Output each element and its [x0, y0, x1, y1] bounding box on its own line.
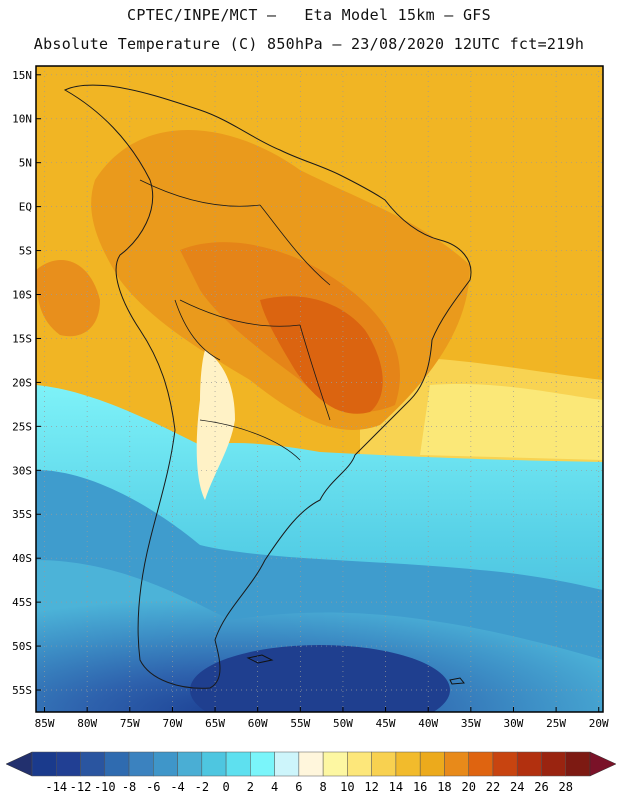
pacific-warm-tongue — [36, 260, 100, 337]
colorbar-max-arrow — [589, 751, 617, 777]
lat-tick-label: 45S — [12, 596, 32, 609]
colorbar-swatch — [516, 751, 542, 777]
colorbar-swatch — [492, 751, 518, 777]
lat-tick-label: 20S — [12, 376, 32, 389]
lon-tick-label: 20W — [589, 717, 609, 730]
colorbar-swatch — [201, 751, 227, 777]
lon-tick-label: 85W — [35, 717, 55, 730]
lon-tick-label: 45W — [376, 717, 396, 730]
colorbar-label: -14 — [45, 780, 67, 794]
colorbar-min-arrow — [5, 751, 33, 777]
lon-tick-label: 30W — [504, 717, 524, 730]
lon-tick-label: 50W — [333, 717, 353, 730]
pale-yellow-belt — [420, 383, 603, 460]
colorbar-swatch — [56, 751, 81, 777]
latitude-axis: 15N 10N 5N EQ 5S 10S 15S 20S 25S 30S 35S 40S 45S 50S 5… — [12, 69, 41, 697]
lat-tick-label: 5N — [19, 157, 32, 170]
colorbar-swatch — [468, 751, 494, 777]
colorbar-swatch — [274, 751, 300, 777]
colorbar-swatch — [541, 751, 566, 777]
colorbar-label: 10 — [340, 780, 354, 794]
colorbar-swatch — [347, 751, 372, 777]
colorbar-label: 6 — [295, 780, 302, 794]
lon-tick-label: 55W — [290, 717, 310, 730]
colorbar: -14 -12 -10 -8 -6 -4 -2 0 2 4 6 8 10 12 14 16 18 20 22 24 26… — [5, 751, 617, 794]
colorbar-label: 20 — [461, 780, 475, 794]
colorbar-swatch — [298, 751, 324, 777]
colorbar-swatch — [177, 751, 203, 777]
colorbar-swatch — [104, 751, 130, 777]
colorbar-label: 18 — [437, 780, 451, 794]
colorbar-swatch — [322, 751, 348, 777]
lat-tick-label: 10S — [12, 289, 32, 302]
lon-tick-label: 60W — [248, 717, 268, 730]
lon-tick-label: 65W — [205, 717, 225, 730]
colorbar-label: 16 — [413, 780, 427, 794]
lat-tick-label: 15S — [12, 332, 32, 345]
colorbar-label: -10 — [94, 780, 116, 794]
lon-tick-label: 70W — [162, 717, 182, 730]
very-cold-region — [36, 560, 603, 712]
lat-tick-label: 25S — [12, 420, 32, 433]
colorbar-swatch — [153, 751, 178, 777]
coastline — [63, 84, 472, 689]
title-line-2: Absolute Temperature (C) 850hPa – 23/08/… — [33, 35, 585, 53]
colorbar-swatch — [225, 751, 251, 777]
lat-tick-label: 35S — [12, 508, 32, 521]
lat-tick-label: 30S — [12, 464, 32, 477]
lon-tick-label: 35W — [461, 717, 481, 730]
colorbar-swatch — [128, 751, 154, 777]
lon-tick-label: 25W — [546, 717, 566, 730]
lat-tick-label: 55S — [12, 684, 32, 697]
south-georgia-island — [449, 677, 465, 685]
colorbar-label: 26 — [534, 780, 548, 794]
colorbar-label: 2 — [247, 780, 254, 794]
colorbar-label: 22 — [486, 780, 500, 794]
colorbar-label: -12 — [70, 780, 92, 794]
country-borders — [139, 179, 331, 461]
colorbar-label: -6 — [146, 780, 160, 794]
colorbar-swatch — [250, 751, 275, 777]
colorbar-label: -4 — [170, 780, 184, 794]
colorbar-swatch — [444, 751, 469, 777]
colorbar-swatch — [31, 751, 57, 777]
colorbar-label: 24 — [510, 780, 524, 794]
colorbar-label: 0 — [222, 780, 229, 794]
lat-tick-label: 40S — [12, 552, 32, 565]
colorbar-swatch — [80, 751, 106, 777]
lat-tick-label: 15N — [12, 69, 32, 82]
colorbar-label: 12 — [364, 780, 378, 794]
colorbar-swatch — [565, 751, 591, 777]
colorbar-label: -2 — [195, 780, 209, 794]
colorbar-label: 4 — [271, 780, 278, 794]
lat-tick-label: EQ — [19, 201, 32, 214]
lon-tick-label: 80W — [77, 717, 97, 730]
colorbar-swatch — [419, 751, 445, 777]
lon-tick-label: 40W — [418, 717, 438, 730]
colorbar-label: 8 — [320, 780, 327, 794]
lat-tick-label: 10N — [12, 113, 32, 126]
falkland-islands — [246, 654, 274, 664]
colorbar-label: -8 — [122, 780, 136, 794]
colorbar-swatch — [395, 751, 421, 777]
colorbar-label: 14 — [389, 780, 403, 794]
longitude-axis: 85W 80W 75W 70W 65W 60W 55W 50W 45W 40W 35W 30W 25W 2… — [35, 707, 609, 730]
lat-tick-label: 5S — [19, 245, 32, 258]
lon-tick-label: 75W — [120, 717, 140, 730]
title-line-1: CPTEC/INPE/MCT – Eta Model 15km – GFS — [127, 6, 491, 24]
cold-air-tongue — [196, 350, 235, 500]
map-frame — [35, 65, 604, 713]
colorbar-swatch — [371, 751, 397, 777]
colorbar-label: 28 — [559, 780, 573, 794]
lat-tick-label: 50S — [12, 640, 32, 653]
